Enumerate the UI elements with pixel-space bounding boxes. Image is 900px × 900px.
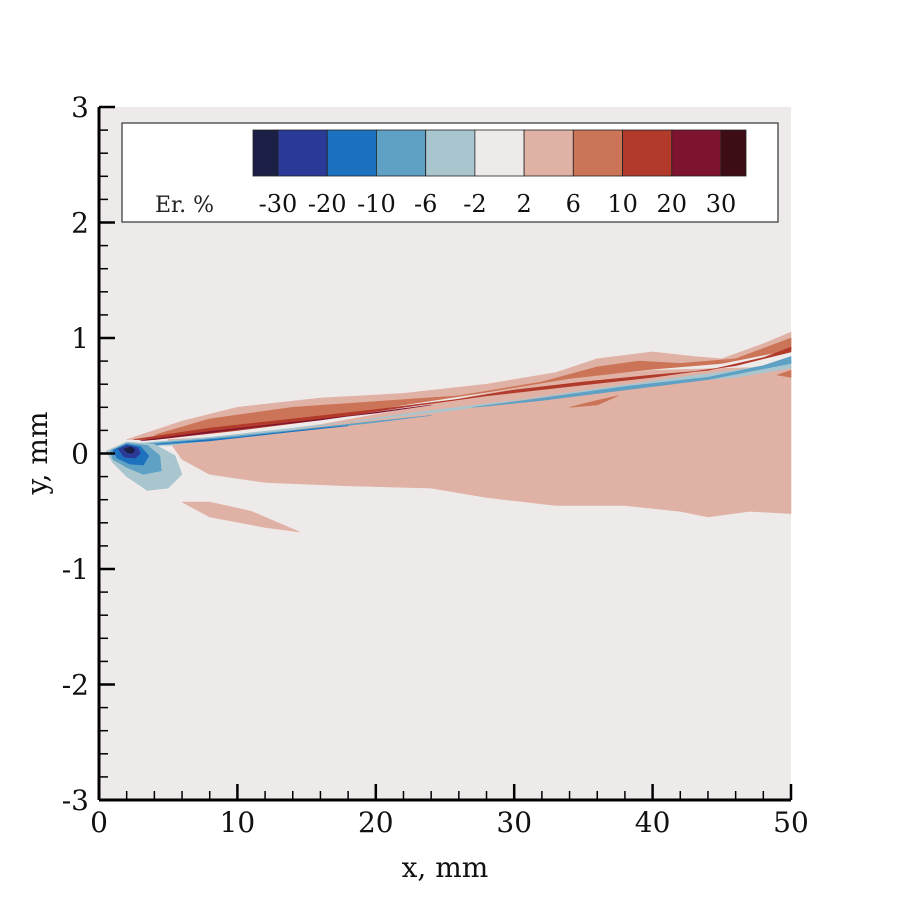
y-tick-label: -2 (62, 669, 89, 702)
legend-level-label: 6 (566, 190, 581, 218)
y-tick-label: 0 (71, 438, 89, 471)
y-tick-label: 2 (71, 207, 89, 240)
legend-level-label: 10 (607, 190, 638, 218)
y-tick-label: -3 (62, 784, 89, 817)
legend-swatches (252, 129, 747, 177)
legend-level-label: -20 (308, 190, 347, 218)
x-tick-label: 0 (90, 806, 108, 839)
legend-swatch (523, 129, 574, 177)
contour-regions (105, 331, 792, 533)
legend-swatch (671, 129, 722, 177)
legend-level-label: -2 (463, 190, 486, 218)
legend-swatch (572, 129, 623, 177)
legend-swatch (277, 129, 328, 177)
x-tick-label: 10 (220, 806, 256, 839)
x-tick-label: 50 (773, 806, 809, 839)
contour-region-negative-band-6 (140, 415, 432, 446)
contour-region-positive-spot-50 (776, 369, 792, 378)
y-tick-label: 3 (71, 91, 89, 124)
legend-level-label: 2 (516, 190, 531, 218)
x-tick-label: 20 (358, 806, 394, 839)
legend-swatch (252, 129, 279, 177)
x-tick-label: 30 (496, 806, 532, 839)
contour-region-positive-spot-31 (569, 395, 619, 408)
legend: Er. % -30 -20 -10 -6 -2 2 6 10 20 30 (121, 122, 779, 223)
legend-title: Er. % (155, 193, 214, 218)
x-tick-label: 40 (635, 806, 671, 839)
y-tick-label: 1 (71, 322, 89, 355)
legend-level-label: -30 (259, 190, 298, 218)
contour-region-negative-band-6b (472, 356, 792, 408)
contour-region-negative-band-2 (126, 360, 792, 446)
contour-region-positive-ridge-20 (140, 404, 432, 442)
legend-swatch (474, 129, 525, 177)
legend-swatch (622, 129, 673, 177)
legend-swatch (720, 129, 747, 177)
contour-region-negative-spot-30 (123, 446, 136, 454)
legend-level-label: -6 (414, 190, 437, 218)
legend-labels: -30 -20 -10 -6 -2 2 6 10 20 30 (259, 190, 737, 218)
legend-swatch (326, 129, 377, 177)
legend-level-label: -10 (357, 190, 396, 218)
y-axis-title: y, mm (21, 411, 54, 495)
legend-level-label: 30 (706, 190, 737, 218)
contour-region-positive-patch-lower-left (181, 501, 301, 533)
contour-region-negative-band-10 (154, 425, 349, 445)
legend-swatch (375, 129, 426, 177)
x-axis-title: x, mm (402, 851, 489, 884)
legend-level-label: 20 (657, 190, 688, 218)
contour-region-positive-ridge-10 (133, 346, 792, 440)
y-tick-label: -1 (62, 553, 89, 586)
legend-swatch (425, 129, 476, 177)
